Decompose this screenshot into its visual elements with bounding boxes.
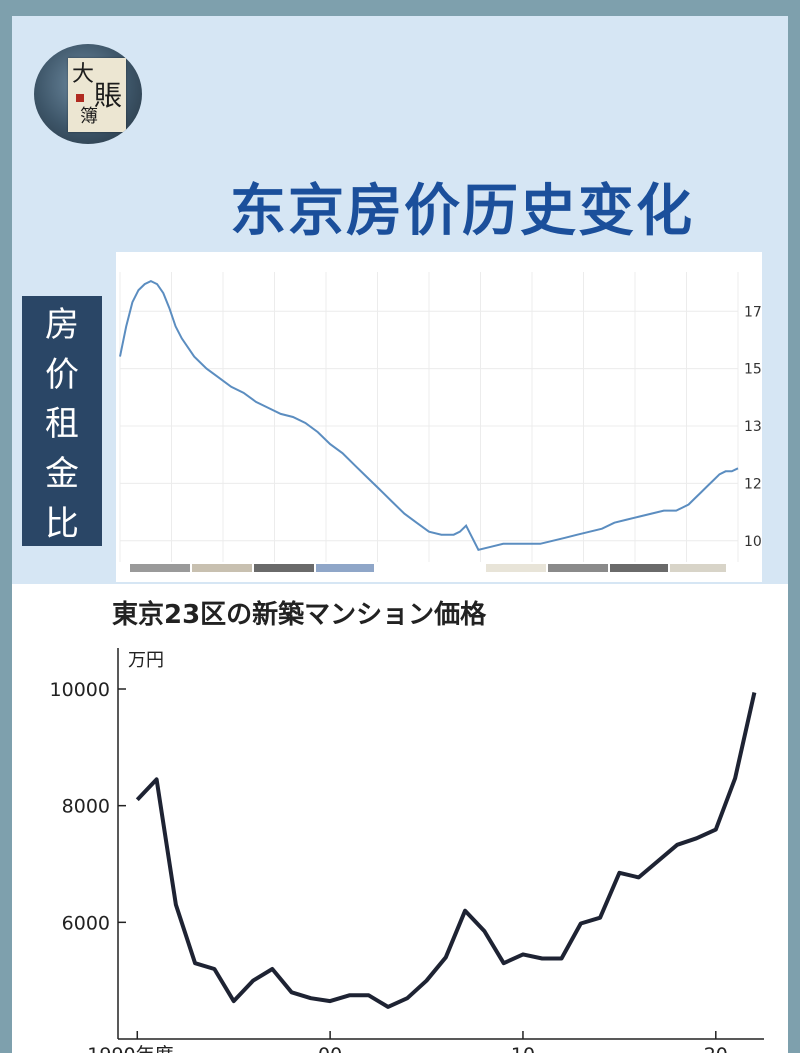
poster: 大 賬 簿 东京房价历史变化 房 价 租 金 比 177158139120101… [12, 16, 788, 1053]
y-tick-label: 177 [744, 304, 762, 320]
x-tick-label: 00 [318, 1044, 342, 1053]
y-tick-label: 120 [744, 476, 762, 492]
chart-title: 東京23区の新築マンション価格 [112, 600, 487, 630]
x-tick-label: 1990年度 [87, 1044, 173, 1053]
tokyo-condo-price-chart: 東京23区の新築マンション価格 万円 10000 8000 6000 1990年度 00 1… [12, 584, 788, 1053]
tokyo-condo-price-chart-svg: 万円 10000 8000 6000 1990年度 00 10 20 [50, 648, 764, 1053]
page-title: 东京房价历史变化 [230, 179, 694, 244]
legend-swatch [486, 564, 546, 572]
logo-char: 大 [72, 62, 95, 87]
side-label: 房 价 租 金 比 [22, 296, 102, 546]
legend-swatch [192, 564, 252, 572]
x-tick-label: 20 [704, 1044, 728, 1053]
logo-char: 簿 [80, 106, 98, 127]
legend-strip [116, 562, 762, 578]
y-tick-label: 139 [744, 419, 762, 435]
price-rent-ratio-chart-svg: 177 158 139 120 101 [119, 272, 762, 574]
price-rent-ratio-chart: 177 158 139 120 101 [116, 252, 762, 582]
y-tick-label: 8000 [62, 796, 110, 818]
legend-swatch [610, 564, 668, 572]
y-tick-label: 101 [744, 534, 762, 550]
side-label-char: 价 [45, 354, 79, 395]
x-tick-label: 10 [511, 1044, 535, 1053]
legend-swatch [316, 564, 374, 572]
legend-swatch [670, 564, 726, 572]
legend-swatch [130, 564, 190, 572]
side-label-char: 租 [45, 404, 79, 445]
legend-swatch [548, 564, 608, 572]
logo-seal [76, 94, 84, 102]
y-tick-label: 158 [744, 362, 762, 378]
legend-swatch [254, 564, 314, 572]
side-label-char: 金 [45, 454, 79, 495]
y-tick-label: 10000 [50, 679, 110, 701]
logo-char: 賬 [94, 79, 123, 112]
y-tick-label: 6000 [62, 912, 110, 934]
logo-card: 大 賬 簿 [68, 58, 126, 132]
unit-label: 万円 [128, 650, 164, 671]
series-line [119, 279, 739, 551]
side-label-char: 房 [45, 304, 79, 345]
logo: 大 賬 簿 [34, 44, 142, 144]
side-label-char: 比 [45, 504, 79, 545]
series-line [135, 692, 757, 1009]
